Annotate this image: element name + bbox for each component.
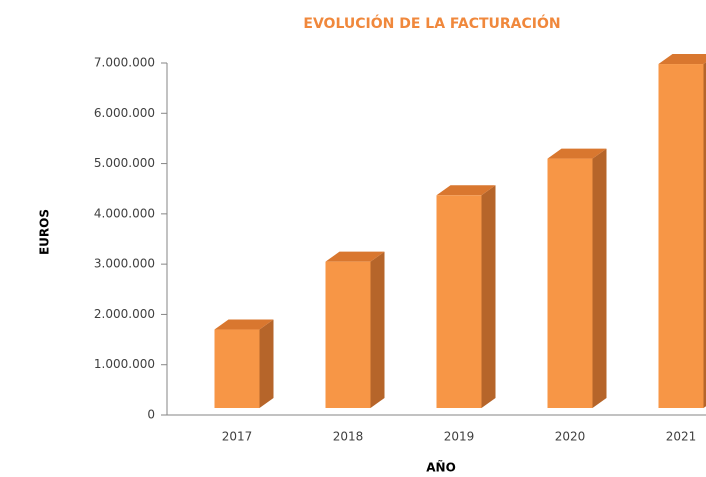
x-tick-label: 2020 bbox=[555, 430, 586, 444]
y-tick-label: 6.000.000 bbox=[94, 106, 155, 120]
bar-top bbox=[214, 319, 274, 330]
bar-side bbox=[592, 148, 607, 409]
x-tick-label: 2018 bbox=[333, 430, 364, 444]
bar-top bbox=[547, 148, 607, 159]
x-tick-label: 2021 bbox=[666, 430, 697, 444]
y-axis-title: EUROS bbox=[38, 209, 52, 255]
bar-side bbox=[481, 185, 496, 408]
y-tick-label: 3.000.000 bbox=[94, 257, 155, 271]
x-axis-title: AÑO bbox=[426, 460, 456, 475]
y-tick-label: 2.000.000 bbox=[94, 307, 155, 321]
y-tick-label: 5.000.000 bbox=[94, 156, 155, 170]
chart-title: EVOLUCIÓN DE LA FACTURACIÓN bbox=[303, 14, 560, 32]
bar-side bbox=[703, 62, 706, 408]
y-tick-label: 1.000.000 bbox=[94, 357, 155, 371]
bar-top bbox=[325, 251, 385, 262]
bar-top bbox=[658, 54, 706, 65]
bar-side bbox=[370, 251, 385, 408]
y-tick-label: 4.000.000 bbox=[94, 206, 155, 220]
y-tick-label: 7.000.000 bbox=[94, 56, 155, 70]
bar-top bbox=[436, 185, 496, 196]
y-tick-label: 0 bbox=[147, 408, 155, 422]
bar bbox=[214, 329, 260, 408]
bar bbox=[325, 261, 371, 408]
x-tick-label: 2017 bbox=[222, 430, 253, 444]
x-tick-label: 2019 bbox=[444, 430, 475, 444]
bar bbox=[547, 158, 593, 408]
bar bbox=[658, 64, 704, 408]
bar bbox=[436, 195, 482, 408]
bar-side bbox=[259, 319, 274, 408]
